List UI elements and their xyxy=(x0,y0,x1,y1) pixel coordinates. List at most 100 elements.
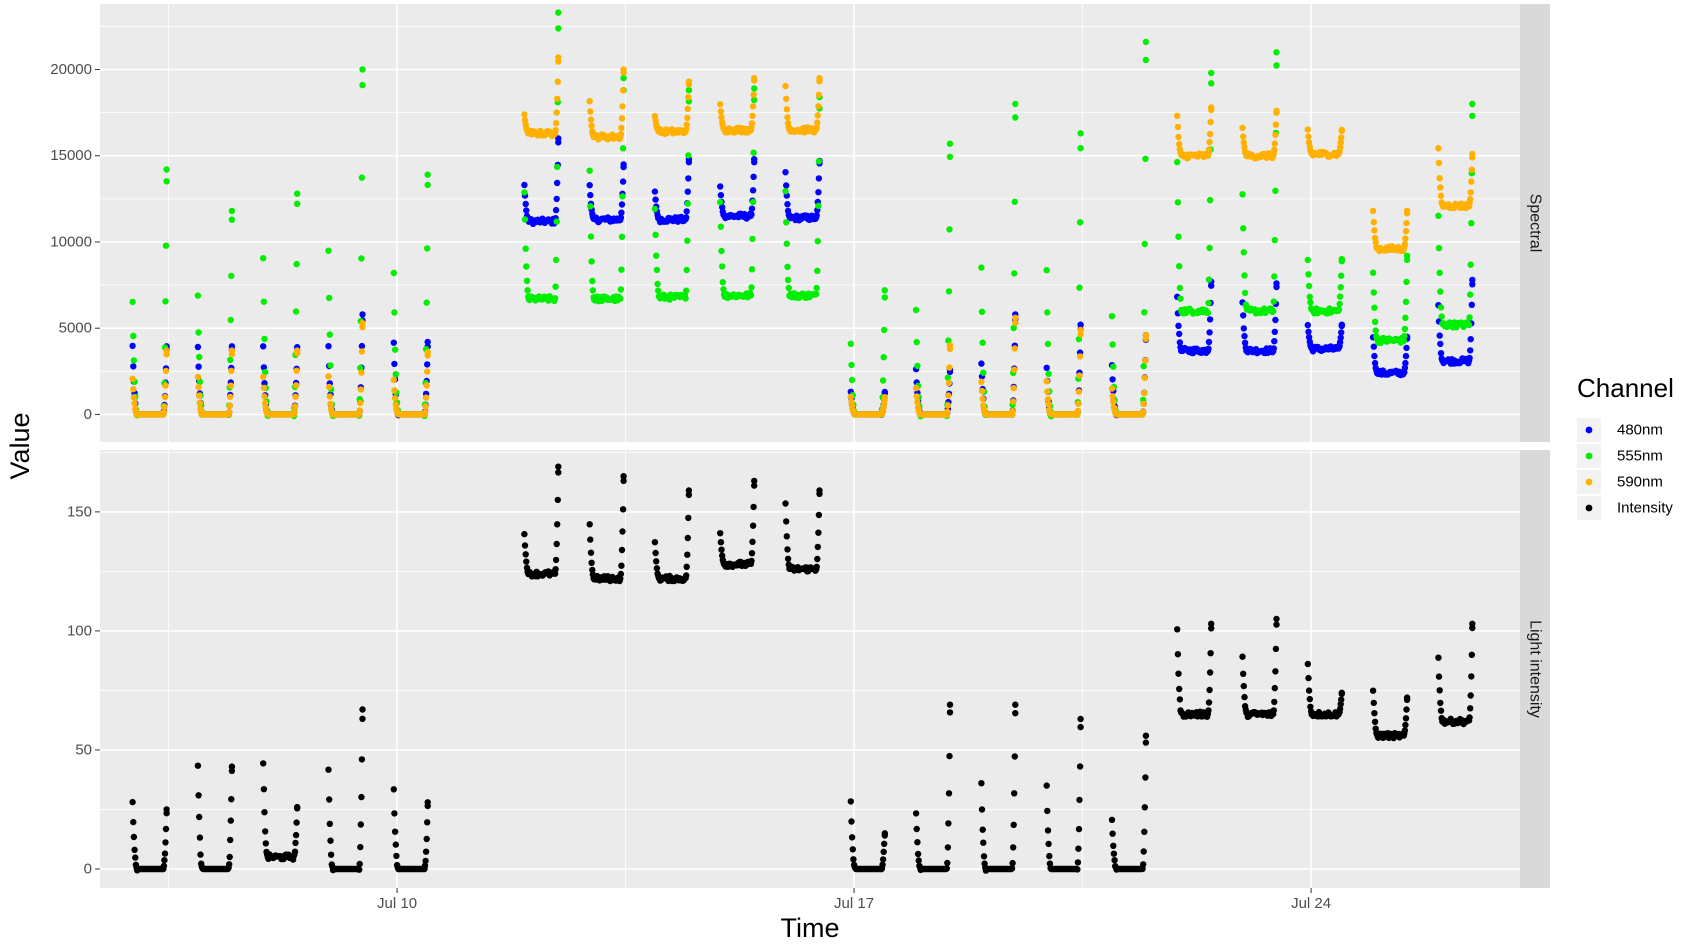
point-590nm xyxy=(685,94,692,101)
point-intensity xyxy=(914,850,922,858)
point-intensity xyxy=(1239,653,1246,660)
point-intensity xyxy=(1043,782,1050,789)
point-555nm xyxy=(1467,261,1474,268)
point-intensity xyxy=(552,566,559,573)
point-intensity xyxy=(161,850,169,857)
legend-label: 555nm xyxy=(1617,448,1663,465)
point-555nm xyxy=(1469,112,1476,120)
point-480nm xyxy=(1241,332,1248,340)
point-555nm xyxy=(814,267,821,274)
point-555nm xyxy=(522,245,529,252)
point-intensity xyxy=(944,844,952,851)
point-555nm xyxy=(162,298,169,305)
point-590nm xyxy=(1141,374,1149,382)
point-intensity xyxy=(555,463,562,470)
point-480nm xyxy=(1468,301,1476,308)
point-intensity xyxy=(358,793,365,801)
point-555nm xyxy=(293,260,300,268)
point-555nm xyxy=(552,283,559,290)
point-intensity xyxy=(913,825,920,833)
point-intensity xyxy=(848,834,856,841)
point-555nm xyxy=(588,258,595,265)
point-480nm xyxy=(748,211,755,218)
point-555nm xyxy=(979,339,986,346)
point-555nm xyxy=(262,368,269,376)
point-555nm xyxy=(1176,263,1183,270)
point-intensity xyxy=(683,572,690,579)
point-intensity xyxy=(784,555,792,562)
point-intensity xyxy=(163,806,170,813)
point-480nm xyxy=(783,182,790,189)
point-555nm xyxy=(589,277,596,285)
point-590nm xyxy=(683,126,690,133)
point-480nm xyxy=(1371,352,1378,360)
point-intensity xyxy=(1010,844,1017,851)
point-intensity xyxy=(1110,850,1118,857)
point-590nm xyxy=(1012,314,1019,321)
point-590nm xyxy=(291,403,299,410)
point-intensity xyxy=(1401,727,1409,734)
point-intensity xyxy=(945,820,952,827)
point-555nm xyxy=(1240,225,1247,232)
point-555nm xyxy=(1241,272,1248,279)
point-590nm xyxy=(881,394,888,401)
point-480nm xyxy=(1437,340,1444,348)
point-intensity xyxy=(815,511,823,519)
point-590nm xyxy=(1010,398,1017,405)
point-intensity xyxy=(1074,859,1082,866)
point-590nm xyxy=(1011,366,1018,373)
point-590nm xyxy=(1206,138,1213,146)
point-590nm xyxy=(1338,134,1345,141)
point-480nm xyxy=(782,169,789,176)
point-590nm xyxy=(782,82,789,90)
point-intensity xyxy=(783,533,790,540)
point-intensity xyxy=(1012,701,1019,708)
point-intensity xyxy=(1208,620,1215,627)
point-590nm xyxy=(1240,133,1247,140)
point-480nm xyxy=(424,361,431,368)
point-590nm xyxy=(521,111,528,118)
point-intensity xyxy=(946,752,953,760)
point-intensity xyxy=(1207,650,1214,657)
point-555nm xyxy=(912,306,920,314)
point-590nm xyxy=(1074,407,1082,415)
point-590nm xyxy=(619,103,626,110)
point-intensity xyxy=(881,840,888,847)
point-480nm xyxy=(618,209,625,216)
strip-light-intensity-label: Light intensity xyxy=(1527,620,1544,718)
point-590nm xyxy=(555,54,562,61)
point-590nm xyxy=(1174,123,1182,131)
point-555nm xyxy=(718,247,725,255)
point-intensity xyxy=(1075,845,1082,852)
point-555nm xyxy=(1208,69,1215,77)
point-590nm xyxy=(1338,126,1346,134)
x-tick-label: Jul 17 xyxy=(834,895,874,912)
point-intensity xyxy=(521,530,528,538)
point-590nm xyxy=(1208,104,1215,111)
point-590nm xyxy=(1076,353,1084,360)
point-480nm xyxy=(749,187,757,194)
point-555nm xyxy=(748,266,756,273)
point-480nm xyxy=(978,360,985,367)
point-555nm xyxy=(553,218,560,225)
point-555nm xyxy=(980,369,987,376)
point-intensity xyxy=(391,810,398,817)
point-intensity xyxy=(1044,827,1052,834)
point-555nm xyxy=(1174,199,1182,206)
point-555nm xyxy=(1010,324,1017,332)
point-590nm xyxy=(1271,146,1278,153)
point-intensity xyxy=(684,551,691,558)
point-intensity xyxy=(1403,706,1410,713)
point-480nm xyxy=(1043,364,1050,371)
point-intensity xyxy=(1468,673,1475,680)
point-480nm xyxy=(685,175,692,182)
point-555nm xyxy=(1403,278,1410,286)
point-480nm xyxy=(750,173,757,180)
point-590nm xyxy=(1304,126,1312,133)
point-555nm xyxy=(1336,300,1343,308)
point-intensity xyxy=(1271,684,1279,692)
point-555nm xyxy=(848,376,856,384)
point-590nm xyxy=(620,66,627,73)
point-480nm xyxy=(748,205,756,212)
